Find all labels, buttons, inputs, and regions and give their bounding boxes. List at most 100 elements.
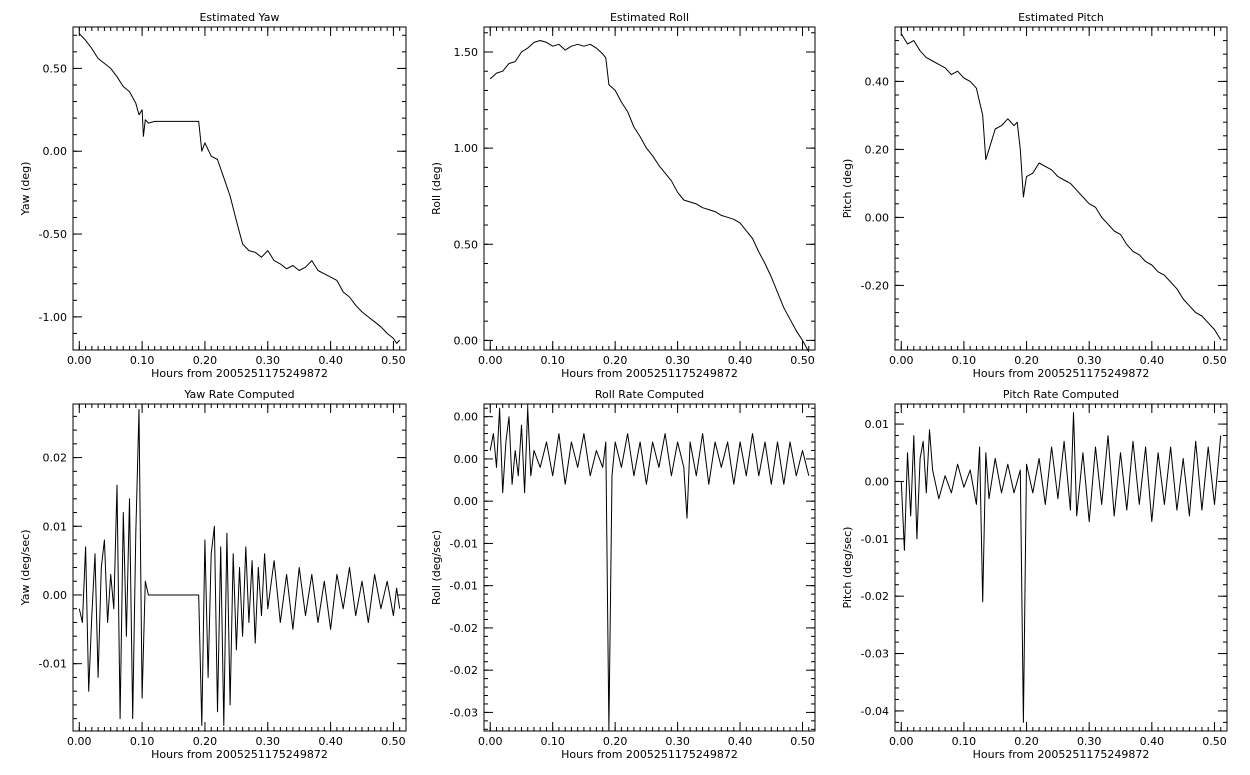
x-tick-label: 0.00	[67, 735, 92, 748]
chart-title: Estimated Roll	[610, 11, 689, 24]
plot-frame	[894, 403, 1228, 732]
x-tick-label: 0.50	[1202, 354, 1227, 367]
y-tick-label: 0.20	[865, 143, 890, 156]
x-tick-label: 0.40	[318, 735, 343, 748]
y-tick-label: 0.40	[865, 75, 890, 88]
x-tick-label: 0.50	[1202, 735, 1227, 748]
y-axis-label: Pitch (deg)	[841, 159, 854, 219]
x-tick-label: 0.30	[256, 735, 281, 748]
y-tick-label: -0.02	[450, 622, 478, 635]
y-tick-label: -0.01	[861, 533, 889, 546]
chart-title: Estimated Yaw	[199, 11, 279, 24]
y-tick-label: 0.00	[454, 334, 479, 347]
y-axis-label: Roll (deg/sec)	[430, 530, 443, 605]
x-tick-label: 0.00	[67, 354, 92, 367]
y-tick-label: 0.00	[454, 495, 479, 508]
series-line	[489, 40, 810, 353]
chart-title: Estimated Pitch	[1018, 11, 1104, 24]
x-tick-label: 0.50	[790, 354, 815, 367]
x-tick-label: 0.30	[1077, 354, 1102, 367]
x-tick-label: 0.20	[603, 735, 628, 748]
y-tick-label: -0.20	[861, 279, 889, 292]
plot-frame	[483, 403, 816, 732]
x-tick-label: 0.40	[1140, 735, 1165, 748]
series-line	[78, 33, 401, 344]
x-tick-label: 0.20	[603, 354, 628, 367]
y-tick-label: -0.01	[450, 537, 478, 550]
x-tick-label: 0.20	[193, 735, 218, 748]
chart-title: Yaw Rate Computed	[183, 388, 294, 401]
y-tick-label: -1.00	[39, 311, 67, 324]
y-tick-label: 0.00	[454, 453, 479, 466]
y-tick-label: 0.01	[865, 418, 890, 431]
y-tick-label: -0.01	[39, 658, 67, 671]
x-axis-label: Hours from 2005251175249872	[151, 748, 328, 761]
series-line	[900, 33, 1222, 341]
x-tick-label: 0.10	[540, 735, 565, 748]
x-tick-label: 0.50	[790, 735, 815, 748]
x-axis-label: Hours from 2005251175249872	[151, 367, 328, 380]
y-tick-label: 1.50	[454, 46, 479, 59]
y-tick-label: 0.00	[865, 475, 890, 488]
y-tick-label: -0.01	[450, 580, 478, 593]
y-axis-label: Pitch (deg/sec)	[841, 527, 854, 609]
y-tick-label: -0.03	[450, 706, 478, 719]
plot-frame	[72, 26, 407, 351]
y-axis-label: Roll (deg)	[430, 162, 443, 215]
series-line	[78, 409, 401, 726]
x-tick-label: 0.40	[318, 354, 343, 367]
y-tick-label: -0.02	[450, 664, 478, 677]
x-tick-label: 0.00	[889, 354, 914, 367]
x-tick-label: 0.30	[665, 735, 690, 748]
chart-panel-2: Estimated Pitch 0.00 0.10 0.20 0.30 0.40 0.50 0…	[841, 11, 1228, 380]
x-axis-label: Hours from 2005251175249872	[561, 367, 738, 380]
y-tick-label: -0.50	[39, 228, 67, 241]
y-tick-label: 0.00	[43, 589, 68, 602]
y-axis-label: Yaw (deg)	[19, 162, 32, 217]
chart-title: Pitch Rate Computed	[1003, 388, 1119, 401]
series-line	[900, 412, 1222, 723]
x-tick-label: 0.30	[1077, 735, 1102, 748]
chart-panel-4: Roll Rate Computed 0.00 0.10 0.20 0.30 0.40 0.…	[430, 388, 816, 761]
x-tick-label: 0.20	[193, 354, 218, 367]
x-tick-label: 0.00	[478, 354, 503, 367]
x-tick-label: 0.40	[728, 735, 753, 748]
y-tick-label: -0.03	[861, 648, 889, 661]
y-tick-label: 0.00	[865, 211, 890, 224]
y-axis-label: Yaw (deg/sec)	[19, 529, 32, 606]
x-tick-label: 0.10	[130, 735, 155, 748]
y-tick-label: 0.01	[43, 520, 68, 533]
x-tick-label: 0.30	[256, 354, 281, 367]
y-tick-label: 0.50	[454, 238, 479, 251]
chart-panel-5: Pitch Rate Computed 0.00 0.10 0.20 0.30 0.40 0…	[841, 388, 1228, 761]
y-tick-label: -0.02	[861, 590, 889, 603]
x-axis-label: Hours from 2005251175249872	[973, 367, 1150, 380]
x-tick-label: 0.20	[1014, 354, 1039, 367]
x-axis-label: Hours from 2005251175249872	[561, 748, 738, 761]
x-tick-label: 0.00	[889, 735, 914, 748]
y-tick-label: 1.00	[454, 142, 479, 155]
x-tick-label: 0.00	[478, 735, 503, 748]
x-tick-label: 0.40	[728, 354, 753, 367]
x-axis-label: Hours from 2005251175249872	[973, 748, 1150, 761]
x-tick-label: 0.50	[381, 354, 406, 367]
chart-panel-3: Yaw Rate Computed 0.00 0.10 0.20 0.30 0.40 0.5…	[19, 388, 407, 761]
plot-frame	[483, 26, 816, 351]
y-tick-label: 0.50	[43, 62, 68, 75]
chart-panel-0: Estimated Yaw 0.00 0.10 0.20 0.30 0.40 0.50 0.5…	[19, 11, 407, 380]
x-tick-label: 0.10	[540, 354, 565, 367]
chart-panel-1: Estimated Roll 0.00 0.10 0.20 0.30 0.40 0.50 0.…	[430, 11, 816, 380]
x-tick-label: 0.10	[952, 354, 977, 367]
x-tick-label: 0.30	[665, 354, 690, 367]
x-tick-label: 0.40	[1140, 354, 1165, 367]
series-line	[489, 407, 810, 730]
y-tick-label: -0.04	[861, 705, 889, 718]
x-tick-label: 0.10	[952, 735, 977, 748]
y-tick-label: 0.00	[43, 145, 68, 158]
x-tick-label: 0.10	[130, 354, 155, 367]
y-tick-label: 0.02	[43, 452, 68, 465]
y-tick-label: 0.00	[454, 411, 479, 424]
x-tick-label: 0.50	[381, 735, 406, 748]
chart-title: Roll Rate Computed	[595, 388, 704, 401]
